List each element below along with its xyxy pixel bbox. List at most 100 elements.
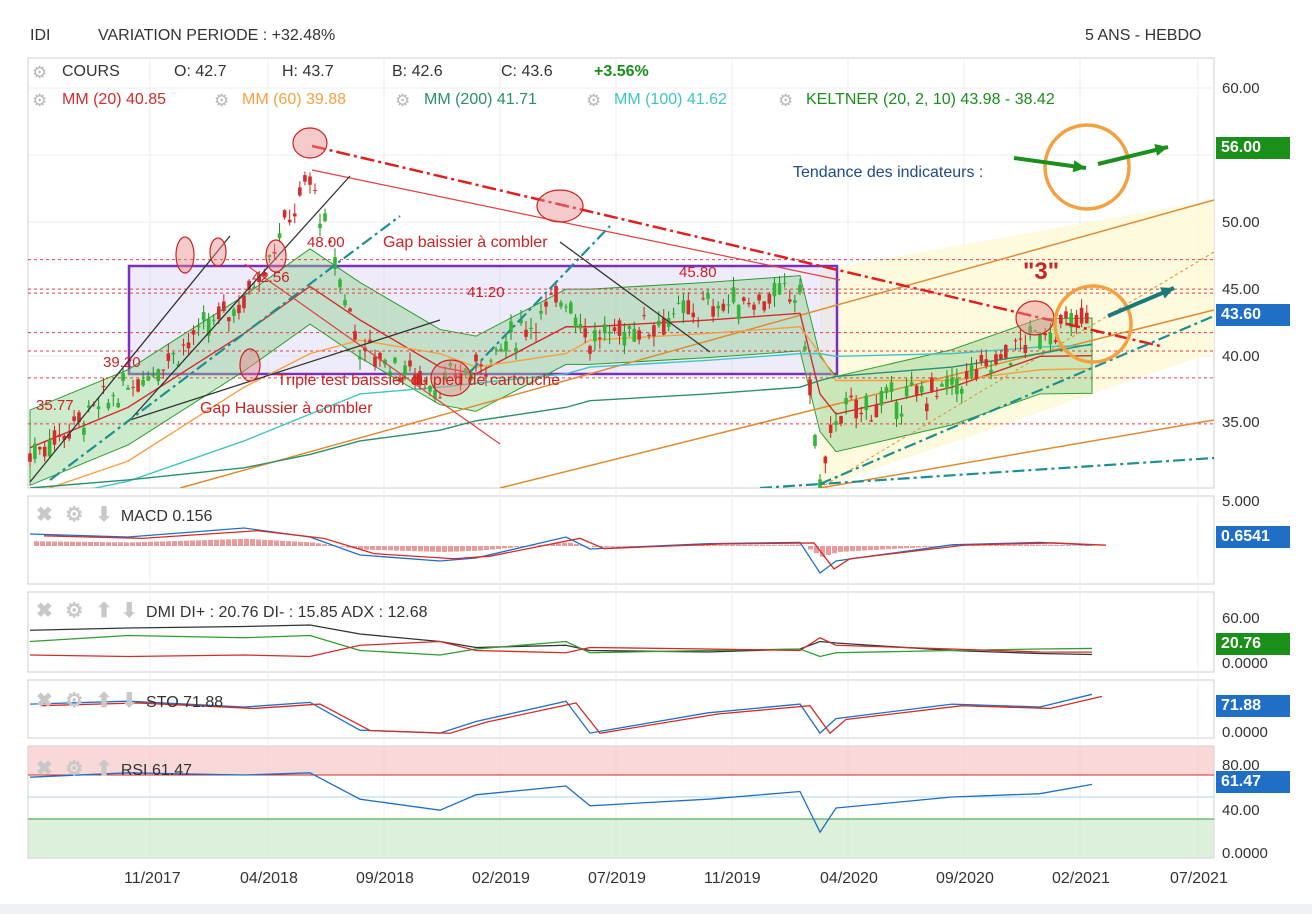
gear-icon[interactable]: ⚙ xyxy=(65,758,84,780)
candle-body xyxy=(1059,315,1063,324)
macd-bar xyxy=(616,546,621,547)
macd-bar xyxy=(1084,545,1089,546)
downtrend-line xyxy=(311,144,1161,348)
macd-bar xyxy=(922,546,927,548)
macd-bar xyxy=(400,546,405,551)
macd-bar xyxy=(916,546,921,548)
dmi-tick: 60.00 xyxy=(1222,610,1260,627)
gear-icon[interactable]: ⚙ xyxy=(32,63,48,82)
macd-bar xyxy=(112,542,117,546)
candle-body xyxy=(252,286,256,289)
arrow-up-icon[interactable]: ⬆ xyxy=(95,690,113,712)
macd-bar xyxy=(1030,544,1035,546)
candle-body xyxy=(622,331,627,346)
close-icon[interactable]: ✖ xyxy=(36,758,53,780)
price-tag: 43.60 xyxy=(1216,304,1290,326)
candle-body xyxy=(598,337,602,340)
close-icon[interactable]: ✖ xyxy=(36,690,53,712)
x-tick: 09/2018 xyxy=(356,870,414,887)
close-icon[interactable]: ✖ xyxy=(36,504,53,526)
series-line xyxy=(47,326,1093,488)
candle-body xyxy=(77,412,81,423)
gear-icon[interactable]: ⚙ xyxy=(65,600,84,622)
sto-tag: 71.88 xyxy=(1216,695,1290,717)
trend-line xyxy=(244,263,501,445)
candle-body xyxy=(191,330,196,335)
arrow-up-icon[interactable]: ⬆ xyxy=(95,758,113,780)
candle-body xyxy=(1043,333,1047,336)
rsi-tick: 40.00 xyxy=(1222,802,1260,819)
arrow-down-icon[interactable]: ⬇ xyxy=(120,690,138,712)
x-tick: 11/2017 xyxy=(124,870,181,887)
macd-bar xyxy=(592,546,597,548)
macd-bar xyxy=(502,546,507,549)
macd-bar xyxy=(568,542,573,546)
macd-bar xyxy=(280,540,285,546)
macd-bar xyxy=(178,540,183,546)
candle-body xyxy=(373,356,377,367)
gear-icon[interactable]: ⚙ xyxy=(395,91,411,110)
candle-body xyxy=(156,369,161,382)
macd-bar xyxy=(64,541,69,546)
candle-body xyxy=(62,435,67,440)
low-value: B: 42.6 xyxy=(392,63,443,80)
candle-body xyxy=(959,388,964,394)
candle-body xyxy=(701,298,705,300)
candle-body xyxy=(378,352,382,360)
teal-line xyxy=(759,456,1214,488)
candle-body xyxy=(47,439,52,457)
candle-body xyxy=(443,374,447,380)
candle-body xyxy=(67,433,71,439)
macd-bar xyxy=(1048,544,1053,546)
macd-bar xyxy=(358,546,363,550)
macd-bar xyxy=(472,546,477,551)
arrow-up-icon[interactable]: ⬆ xyxy=(95,600,113,622)
sto-name: STO xyxy=(146,694,179,711)
candle-body xyxy=(706,293,710,299)
arrow-down-icon[interactable]: ⬇ xyxy=(95,504,113,526)
candle-body xyxy=(136,379,140,392)
gear-icon[interactable]: ⚙ xyxy=(65,690,84,712)
cartouche-rect xyxy=(127,264,839,376)
rsi-header: ✖ ⚙ ⬆ RSI 61.47 xyxy=(36,756,192,781)
candle-body xyxy=(328,240,332,243)
macd-bar xyxy=(214,539,219,546)
candle-body xyxy=(726,304,731,306)
macd-bar xyxy=(994,545,999,546)
candle-body xyxy=(884,387,889,393)
candle-body xyxy=(782,282,787,284)
x-tick: 04/2020 xyxy=(820,870,878,887)
gear-icon[interactable]: ⚙ xyxy=(32,91,48,110)
gear-icon[interactable]: ⚙ xyxy=(778,91,794,110)
candle-body xyxy=(1085,312,1089,324)
macd-bar xyxy=(970,545,975,546)
gear-icon[interactable]: ⚙ xyxy=(65,504,84,526)
macd-bar xyxy=(436,546,441,552)
candle-body xyxy=(408,360,412,367)
candle-body xyxy=(237,304,241,314)
close-icon[interactable]: ✖ xyxy=(36,600,53,622)
candle-body xyxy=(899,413,904,417)
candle-body xyxy=(247,280,251,290)
candle-body xyxy=(661,317,666,335)
macd-bar xyxy=(964,545,969,546)
candle-body xyxy=(222,301,226,312)
marker-ellipse xyxy=(265,239,287,273)
candle-body xyxy=(126,387,130,390)
macd-bar xyxy=(250,539,255,546)
candle-body xyxy=(534,331,538,333)
arrow-down-icon[interactable]: ⬇ xyxy=(120,600,138,622)
change-value: +3.56% xyxy=(594,63,649,80)
sto-header: ✖ ⚙ ⬆ ⬇ STO 71.88 xyxy=(36,688,223,713)
candle-body xyxy=(1033,330,1037,332)
gear-icon[interactable]: ⚙ xyxy=(586,91,602,110)
candle-body xyxy=(940,383,944,387)
macd-bar xyxy=(268,540,273,546)
macd-bar xyxy=(766,544,771,546)
candle-body xyxy=(731,287,736,303)
candle-body xyxy=(691,312,696,318)
gear-icon[interactable]: ⚙ xyxy=(214,91,230,110)
mm20-label: MM (20) 40.85 xyxy=(62,91,167,108)
macd-bar xyxy=(538,545,543,546)
